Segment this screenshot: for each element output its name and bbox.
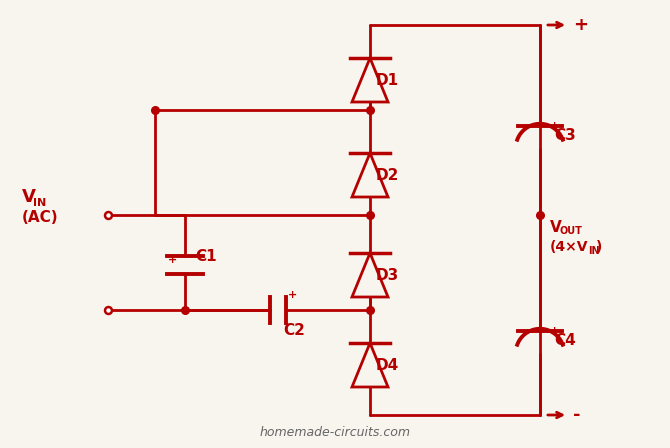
Text: C3: C3 xyxy=(554,128,576,142)
Text: IN: IN xyxy=(33,198,46,208)
Text: -: - xyxy=(573,406,580,424)
Text: OUT: OUT xyxy=(560,226,583,236)
Text: IN: IN xyxy=(588,246,600,256)
Text: D2: D2 xyxy=(376,168,399,182)
Text: homemade-circuits.com: homemade-circuits.com xyxy=(259,426,411,439)
Text: +: + xyxy=(168,255,177,265)
Text: C1: C1 xyxy=(195,249,216,263)
Text: +: + xyxy=(550,326,559,336)
Text: ): ) xyxy=(596,240,602,254)
Text: +: + xyxy=(550,121,559,131)
Text: +: + xyxy=(288,290,297,300)
Text: D3: D3 xyxy=(376,267,399,283)
Text: C2: C2 xyxy=(283,323,305,337)
Text: +: + xyxy=(573,16,588,34)
Text: V: V xyxy=(22,188,36,206)
Text: (AC): (AC) xyxy=(22,210,59,224)
Text: V: V xyxy=(550,220,561,234)
Text: (4×V: (4×V xyxy=(550,240,588,254)
Text: D4: D4 xyxy=(376,358,399,372)
Text: D1: D1 xyxy=(376,73,399,87)
Text: C4: C4 xyxy=(554,332,576,348)
